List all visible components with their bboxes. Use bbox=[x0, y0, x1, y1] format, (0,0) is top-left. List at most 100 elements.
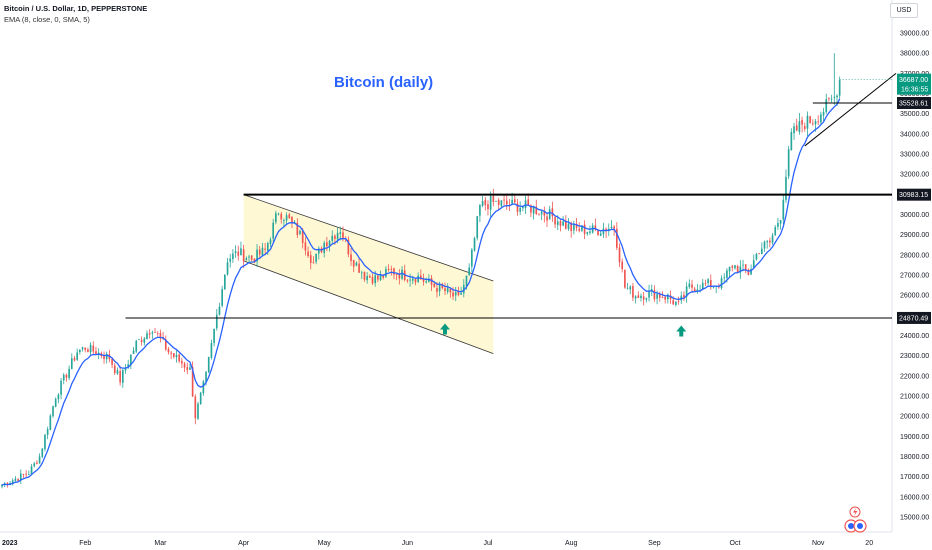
candle-body bbox=[573, 223, 575, 231]
candle-body bbox=[328, 240, 331, 246]
candle-body bbox=[288, 214, 291, 218]
x-tick-label: Oct bbox=[730, 540, 741, 547]
candle-body bbox=[473, 238, 476, 251]
x-tick-label: Apr bbox=[238, 540, 250, 547]
candle-body bbox=[449, 289, 452, 293]
candle-body bbox=[634, 296, 637, 299]
candle-body bbox=[172, 353, 175, 357]
candle-body bbox=[720, 278, 723, 288]
candle-body bbox=[543, 210, 546, 216]
candle-body bbox=[60, 380, 62, 395]
candle-body bbox=[793, 126, 795, 134]
candle-body bbox=[409, 279, 411, 281]
candle-body bbox=[744, 264, 747, 271]
candle-body bbox=[460, 293, 462, 295]
candle-body bbox=[331, 235, 334, 241]
y-tick-label: 23000.00 bbox=[900, 353, 929, 360]
time-axis[interactable]: 2023 Feb Mar Apr May Jun Jul Aug Sep Oct Nov 20 bbox=[2, 540, 873, 547]
currency-button[interactable]: USD bbox=[890, 3, 918, 18]
candle-body bbox=[420, 275, 422, 280]
y-tick-label: 24000.00 bbox=[900, 333, 929, 340]
candle-body bbox=[484, 199, 487, 206]
candle-body bbox=[62, 374, 65, 381]
candle-body bbox=[73, 358, 76, 361]
candle-body bbox=[648, 290, 650, 298]
candle-body bbox=[570, 222, 573, 232]
candle-body bbox=[326, 242, 328, 247]
candle-body bbox=[468, 267, 470, 276]
price-axis[interactable]: 15000.00 16000.00 17000.00 18000.00 19000.00… bbox=[900, 31, 929, 522]
candle-body bbox=[291, 216, 293, 223]
candle-body bbox=[602, 228, 605, 235]
y-tick-label: 39000.00 bbox=[900, 31, 929, 38]
candle-body bbox=[232, 253, 234, 259]
last-price-box bbox=[897, 73, 931, 95]
candle-body bbox=[360, 272, 363, 274]
candle-body bbox=[336, 232, 339, 240]
candle-body bbox=[476, 216, 479, 239]
candle-body bbox=[575, 223, 578, 228]
candle-body bbox=[811, 123, 814, 125]
candle-body bbox=[92, 345, 95, 352]
candle-body bbox=[105, 353, 108, 360]
candle-body bbox=[817, 121, 820, 123]
ema-layer bbox=[1, 98, 841, 486]
candle-body bbox=[822, 112, 825, 116]
candle-body bbox=[76, 352, 79, 360]
candle-body bbox=[707, 279, 709, 284]
candle-body bbox=[806, 115, 809, 129]
candle-body bbox=[296, 222, 299, 235]
candle-body bbox=[191, 366, 194, 397]
candle-body bbox=[186, 367, 189, 371]
candle-body bbox=[465, 275, 468, 287]
candle-body bbox=[685, 286, 688, 297]
drawings-layer bbox=[125, 72, 897, 337]
candle-body bbox=[164, 339, 167, 350]
candle-body bbox=[215, 314, 218, 329]
candle-body bbox=[637, 295, 640, 299]
candle-body bbox=[522, 206, 524, 209]
candle-body bbox=[226, 262, 229, 275]
candle-body bbox=[739, 266, 742, 273]
x-tick-label: Feb bbox=[79, 540, 91, 547]
candle-body bbox=[269, 239, 272, 245]
y-tick-label: 29000.00 bbox=[900, 232, 929, 239]
lightning-icon[interactable] bbox=[849, 506, 861, 518]
candle-body bbox=[363, 271, 366, 280]
candle-body bbox=[513, 199, 516, 203]
candle-body bbox=[54, 399, 57, 407]
candle-body bbox=[178, 354, 181, 362]
x-tick-label: Jun bbox=[402, 540, 413, 547]
candle-body bbox=[828, 98, 830, 100]
candle-body bbox=[446, 288, 449, 292]
candle-body bbox=[798, 121, 801, 132]
candle-body bbox=[530, 205, 532, 213]
candle-body bbox=[140, 339, 143, 343]
candle-body bbox=[618, 247, 621, 263]
candle-body bbox=[500, 200, 503, 206]
candle-body bbox=[304, 242, 307, 251]
candle-body bbox=[452, 292, 454, 297]
candle-body bbox=[11, 480, 14, 484]
candle-body bbox=[245, 258, 248, 261]
candle-body bbox=[224, 274, 226, 290]
candle-body bbox=[433, 283, 436, 288]
candle-body bbox=[554, 217, 556, 225]
candle-body bbox=[299, 230, 301, 234]
candle-body bbox=[688, 283, 691, 288]
candle-body bbox=[562, 221, 564, 226]
candle-body bbox=[771, 235, 774, 243]
candle-body bbox=[49, 415, 52, 430]
indicator-legend[interactable]: EMA (8, close, 0, SMA, 5) bbox=[4, 15, 90, 24]
candle-body bbox=[406, 280, 409, 282]
candle-body bbox=[189, 367, 191, 370]
candle-body bbox=[425, 281, 428, 283]
level-label-box bbox=[897, 97, 931, 110]
level-label: 24870.49 bbox=[899, 315, 928, 322]
candle-body bbox=[481, 200, 484, 206]
candle-body bbox=[833, 96, 836, 98]
candle-body bbox=[790, 132, 793, 151]
candle-body bbox=[610, 226, 613, 229]
candle-body bbox=[342, 232, 344, 239]
